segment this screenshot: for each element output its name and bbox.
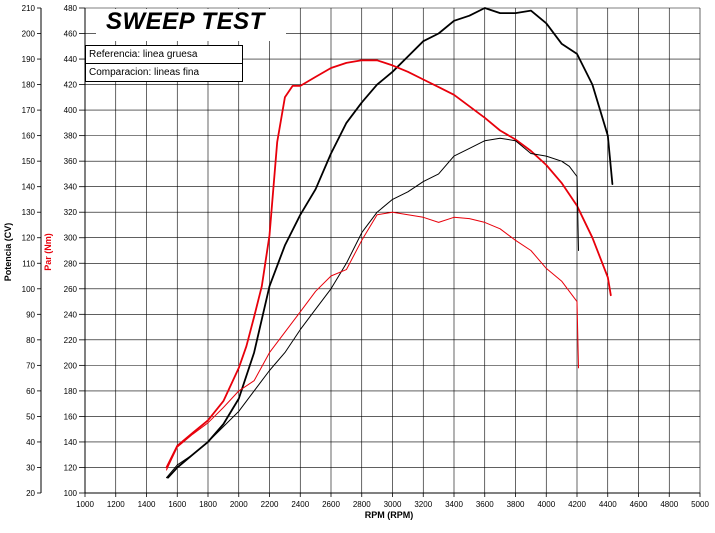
power-tick-label: 100: [22, 285, 36, 294]
x-tick-label: 1200: [107, 500, 125, 509]
series-line-2: [166, 137, 579, 479]
power-tick-label: 150: [22, 157, 36, 166]
x-tick-label: 4400: [599, 500, 617, 509]
power-tick-label: 90: [26, 310, 35, 319]
x-tick-label: 3600: [476, 500, 494, 509]
x-tick-label: 4000: [537, 500, 555, 509]
power-tick-label: 200: [22, 30, 36, 39]
torque-tick-label: 360: [64, 157, 78, 166]
torque-tick-label: 100: [64, 489, 78, 498]
y-axis-label-power: Potencia (CV): [3, 223, 13, 282]
x-tick-label: 2000: [230, 500, 248, 509]
y-axis-label-torque: Par (Nm): [43, 233, 53, 271]
legend-item-comparacion: Comparacion: lineas fina: [86, 63, 242, 81]
torque-tick-label: 420: [64, 81, 78, 90]
power-tick-label: 160: [22, 132, 36, 141]
x-tick-label: 4800: [660, 500, 678, 509]
torque-tick-label: 480: [64, 4, 78, 13]
torque-tick-label: 240: [64, 310, 78, 319]
torque-tick-label: 280: [64, 259, 78, 268]
torque-tick-label: 180: [64, 387, 78, 396]
torque-tick-label: 320: [64, 208, 78, 217]
x-tick-label: 2400: [291, 500, 309, 509]
power-tick-label: 40: [26, 438, 35, 447]
x-tick-label: 3000: [384, 500, 402, 509]
grid: [85, 7, 701, 493]
power-tick-label: 80: [26, 336, 35, 345]
legend-item-referencia: Referencia: linea gruesa: [89, 49, 198, 60]
tick-labels: 1000 1200 1400 1600 1800 2000 2200 2400 2600 2800…: [22, 4, 710, 509]
power-tick-label: 210: [22, 4, 36, 13]
legend: Referencia: linea gruesa Comparacion: li…: [85, 45, 243, 82]
power-tick-label: 20: [26, 489, 35, 498]
power-tick-label: 110: [22, 259, 35, 268]
torque-tick-label: 120: [64, 463, 78, 472]
power-tick-label: 190: [22, 55, 36, 64]
power-tick-label: 30: [26, 463, 35, 472]
power-tick-label: 140: [22, 183, 36, 192]
x-tick-label: 1800: [199, 500, 217, 509]
torque-tick-label: 380: [64, 132, 78, 141]
torque-tick-label: 300: [64, 234, 78, 243]
power-tick-label: 120: [22, 234, 36, 243]
x-tick-label: 3200: [414, 500, 432, 509]
series-line-0: [167, 7, 614, 479]
x-tick-label: 1400: [138, 500, 156, 509]
x-tick-label: 5000: [691, 500, 709, 509]
x-tick-label: 1600: [168, 500, 186, 509]
power-tick-label: 70: [26, 361, 35, 370]
torque-tick-label: 220: [64, 336, 78, 345]
series-line-1: [165, 59, 612, 469]
axes: [37, 7, 701, 497]
x-tick-label: 4200: [568, 500, 586, 509]
torque-tick-label: 140: [64, 438, 78, 447]
torque-tick-label: 340: [64, 183, 78, 192]
power-tick-label: 130: [22, 208, 36, 217]
series-line-3: [166, 211, 579, 471]
torque-tick-label: 200: [64, 361, 78, 370]
torque-tick-label: 400: [64, 106, 78, 115]
power-tick-label: 60: [26, 387, 35, 396]
title-background: [96, 9, 286, 41]
x-tick-label: 2200: [261, 500, 279, 509]
power-tick-label: 180: [22, 81, 36, 90]
torque-tick-label: 160: [64, 412, 78, 421]
x-tick-label: 2600: [322, 500, 340, 509]
torque-tick-label: 440: [64, 55, 78, 64]
x-tick-label: 4600: [630, 500, 648, 509]
series-group: [165, 7, 614, 479]
power-tick-label: 170: [22, 106, 36, 115]
x-axis-label: RPM (RPM): [365, 510, 414, 520]
x-tick-label: 3800: [507, 500, 525, 509]
torque-tick-label: 460: [64, 30, 78, 39]
x-tick-label: 1000: [76, 500, 94, 509]
torque-tick-label: 260: [64, 285, 78, 294]
power-tick-label: 50: [26, 412, 35, 421]
x-tick-label: 2800: [353, 500, 371, 509]
x-tick-label: 3400: [445, 500, 463, 509]
chart-title: SWEEP TEST: [106, 8, 265, 35]
